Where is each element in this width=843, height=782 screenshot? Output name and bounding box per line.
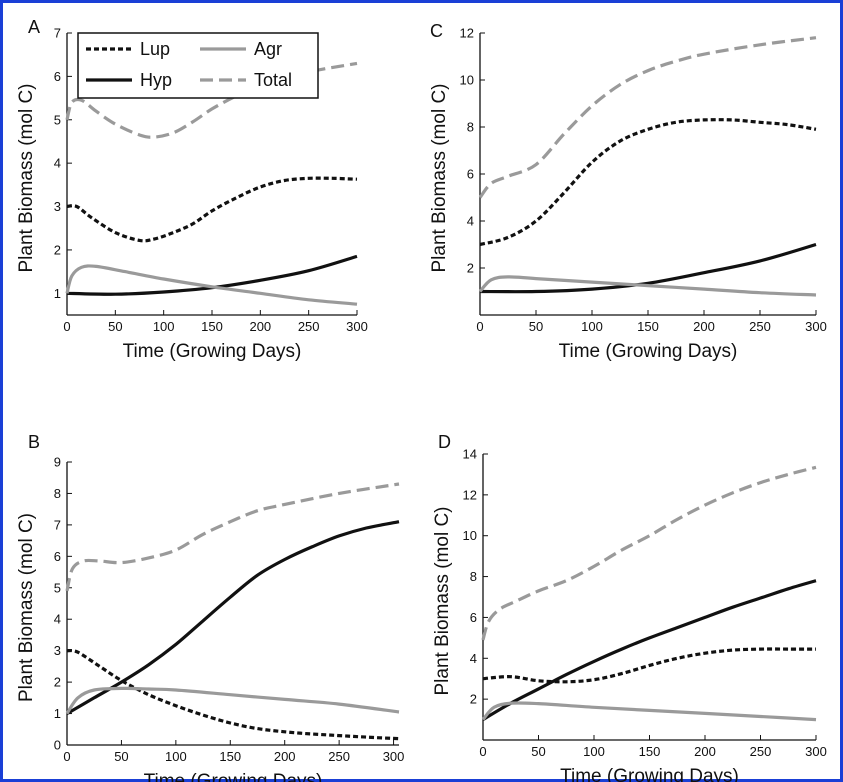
y-axis-label-a: Plant Biomass (mol C) bbox=[16, 84, 37, 273]
y-axis-label-c: Plant Biomass (mol C) bbox=[429, 84, 450, 273]
x-tick-label-a: 0 bbox=[63, 319, 70, 334]
panel-b: B 0 50 100 150 200 250 300 0 1 2 3 4 5 6 7 8 9 Time (Growi… bbox=[16, 432, 404, 782]
x-tick-label-c: 300 bbox=[805, 319, 827, 334]
y-tick-label-c: 8 bbox=[467, 120, 474, 135]
series-line-agr-d bbox=[481, 701, 817, 722]
series-line-hyp-d bbox=[482, 579, 817, 721]
x-tick-label-d: 150 bbox=[639, 744, 661, 759]
x-tick-label-c: 150 bbox=[637, 319, 659, 334]
y-tick-label-c: 10 bbox=[460, 73, 474, 88]
series-line-total-d bbox=[481, 465, 817, 641]
y-tick-label-b: 8 bbox=[54, 486, 61, 501]
y-tick-label-a: 5 bbox=[54, 112, 61, 127]
panel-letter-a: A bbox=[28, 17, 40, 37]
x-tick-label-c: 200 bbox=[693, 319, 715, 334]
x-axis-label-c: Time (Growing Days) bbox=[559, 341, 738, 362]
series-line-total-c bbox=[478, 36, 817, 199]
series-line-lup-a bbox=[66, 176, 358, 243]
series-line-hyp-c bbox=[479, 242, 817, 294]
legend: Lup Agr Hyp Total bbox=[77, 32, 319, 99]
x-tick-label-a: 100 bbox=[153, 319, 175, 334]
x-axis-label-a: Time (Growing Days) bbox=[123, 341, 302, 362]
x-tick-label-d: 0 bbox=[479, 744, 486, 759]
y-axis-label-b: Plant Biomass (mol C) bbox=[16, 513, 37, 702]
y-tick-label-a: 6 bbox=[54, 69, 61, 84]
y-tick-label-b: 7 bbox=[54, 517, 61, 532]
x-tick-label-d: 50 bbox=[531, 744, 545, 759]
x-tick-label-a: 150 bbox=[201, 319, 223, 334]
series-line-agr-c bbox=[478, 275, 817, 297]
y-tick-label-d: 6 bbox=[470, 610, 477, 625]
y-tick-label-b: 5 bbox=[54, 580, 61, 595]
x-axis-label-b: Time (Growing Days) bbox=[144, 771, 323, 782]
y-tick-label-c: 2 bbox=[467, 261, 474, 276]
x-tick-label-d: 100 bbox=[583, 744, 605, 759]
y-tick-label-d: 2 bbox=[470, 692, 477, 707]
panel-letter-d: D bbox=[438, 432, 451, 452]
series-line-hyp-b bbox=[66, 520, 400, 715]
y-tick-label-c: 12 bbox=[460, 26, 474, 41]
series-line-total-b bbox=[65, 482, 400, 592]
panel-c: C 0 50 100 150 200 250 300 2 4 6 8 10 12 Time (Growing… bbox=[429, 21, 827, 362]
x-tick-label-c: 100 bbox=[581, 319, 603, 334]
x-tick-label-b: 150 bbox=[219, 749, 241, 764]
x-tick-label-a: 300 bbox=[346, 319, 368, 334]
series-line-lup-c bbox=[479, 118, 817, 247]
x-axis-label-d: Time (Growing Days) bbox=[560, 766, 739, 782]
y-tick-label-b: 9 bbox=[54, 455, 61, 470]
x-tick-label-b: 0 bbox=[63, 749, 70, 764]
y-tick-label-a: 7 bbox=[54, 26, 61, 41]
y-tick-label-b: 3 bbox=[54, 643, 61, 658]
x-tick-label-c: 0 bbox=[476, 319, 483, 334]
panel-letter-b: B bbox=[28, 432, 40, 452]
series-line-agr-b bbox=[65, 686, 400, 715]
legend-label-total: Total bbox=[254, 70, 292, 90]
y-tick-label-c: 4 bbox=[467, 214, 474, 229]
y-axis-label-d: Plant Biomass (mol C) bbox=[432, 507, 453, 696]
y-tick-label-d: 14 bbox=[463, 447, 477, 462]
panel-a: A 0 50 100 150 200 250 300 1 2 3 4 5 6 7 Time (Growing … bbox=[16, 17, 368, 362]
y-tick-label-b: 0 bbox=[54, 738, 61, 753]
panel-d: D 0 50 100 150 200 250 300 2 4 6 8 10 12 14 Time (Growi… bbox=[432, 432, 827, 782]
y-tick-label-d: 12 bbox=[463, 487, 477, 502]
x-tick-label-d: 300 bbox=[805, 744, 827, 759]
x-tick-label-a: 250 bbox=[298, 319, 320, 334]
series-line-lup-d bbox=[482, 647, 816, 684]
x-tick-label-d: 200 bbox=[694, 744, 716, 759]
y-tick-label-d: 4 bbox=[470, 651, 477, 666]
x-tick-label-b: 250 bbox=[328, 749, 350, 764]
x-tick-label-b: 300 bbox=[383, 749, 405, 764]
series-line-hyp-a bbox=[66, 254, 358, 296]
legend-label-agr: Agr bbox=[254, 39, 282, 59]
x-tick-label-b: 50 bbox=[114, 749, 128, 764]
y-tick-label-d: 8 bbox=[470, 569, 477, 584]
y-tick-label-b: 1 bbox=[54, 706, 61, 721]
y-tick-label-a: 2 bbox=[54, 242, 61, 257]
y-tick-label-d: 10 bbox=[463, 528, 477, 543]
y-tick-label-c: 6 bbox=[467, 167, 474, 182]
y-tick-label-a: 4 bbox=[54, 156, 61, 171]
y-tick-label-a: 1 bbox=[54, 286, 61, 301]
y-tick-label-b: 6 bbox=[54, 549, 61, 564]
x-tick-label-b: 100 bbox=[165, 749, 187, 764]
y-tick-label-a: 3 bbox=[54, 199, 61, 214]
legend-box bbox=[77, 32, 319, 99]
x-tick-label-d: 250 bbox=[750, 744, 772, 759]
x-tick-label-a: 200 bbox=[249, 319, 271, 334]
panel-letter-c: C bbox=[430, 21, 443, 41]
x-tick-label-c: 50 bbox=[529, 319, 543, 334]
y-tick-label-b: 4 bbox=[54, 612, 61, 627]
y-tick-label-b: 2 bbox=[54, 675, 61, 690]
legend-label-hyp: Hyp bbox=[140, 70, 172, 90]
x-tick-label-a: 50 bbox=[108, 319, 122, 334]
x-tick-label-c: 250 bbox=[749, 319, 771, 334]
x-tick-label-b: 200 bbox=[274, 749, 296, 764]
legend-label-lup: Lup bbox=[140, 39, 170, 59]
series-line-agr-a bbox=[65, 264, 358, 306]
